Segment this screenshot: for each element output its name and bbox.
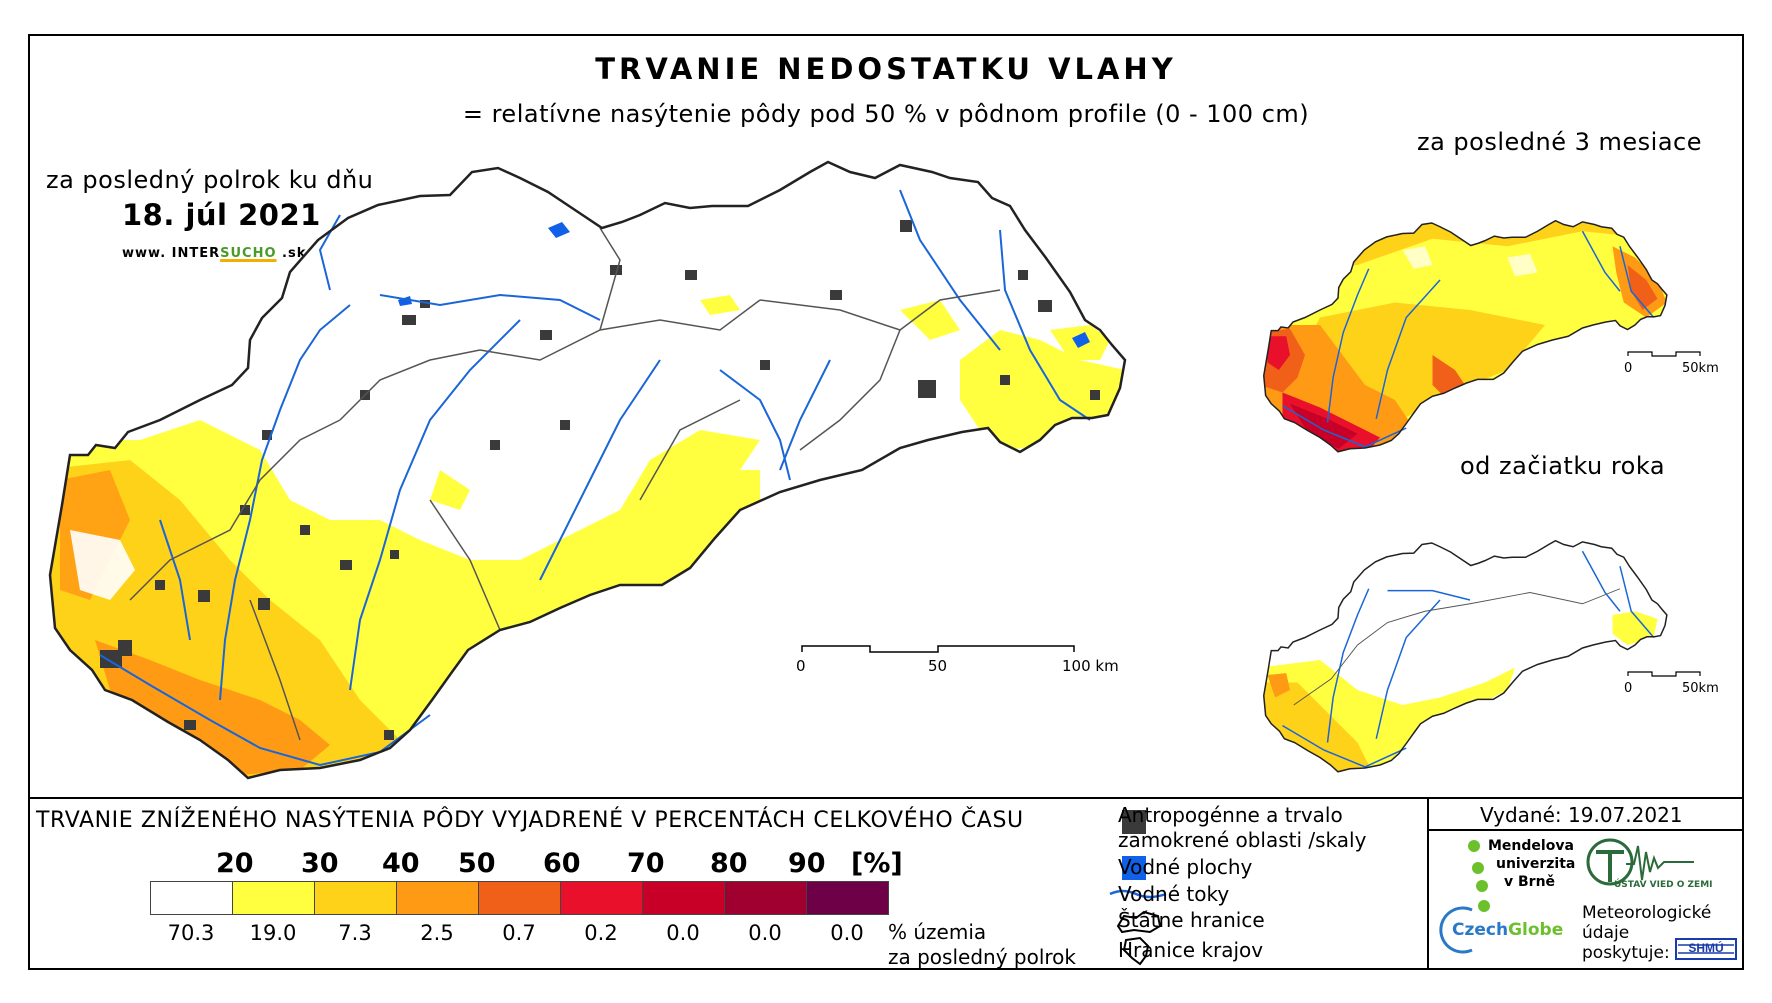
czechglobe-logo — [1439, 906, 1473, 954]
map-subtitle: = relatívne nasýtenie pôdy pod 50 % v pô… — [462, 100, 1310, 128]
legend-class-percent: 70.3 — [167, 921, 215, 945]
legend-tick: 90 — [788, 848, 826, 879]
legend-class-percent: 0.0 — [748, 921, 782, 945]
legend-symbol-rivers: Vodné toky — [1118, 882, 1230, 906]
svg-text:50km: 50km — [1682, 681, 1719, 696]
legend-color-class — [560, 881, 643, 915]
legend-color-class — [150, 881, 233, 915]
legend-symbol-urban: Antropogénne a trvalo zamokrené oblasti /… — [1118, 803, 1367, 852]
legend-tick: 70 — [627, 848, 665, 879]
legend-panel — [28, 797, 1744, 970]
dark-square-icon — [1122, 810, 1146, 834]
svg-text:100 km: 100 km — [1062, 657, 1119, 675]
inset-3-months-label: za posledné 3 mesiace — [1417, 128, 1703, 156]
shmu-logo: SHMÚ — [1675, 938, 1737, 960]
czechglobe-text: CzechGlobe — [1452, 920, 1564, 940]
legend-unit: % územia za posledný polrok — [888, 920, 1076, 969]
legend-color-class — [724, 881, 807, 915]
legend-tick: 50 — [458, 848, 496, 879]
inset-3-months-scale-bar: 0 50km — [1624, 351, 1719, 376]
legend-class-percent: 7.3 — [338, 921, 372, 945]
svg-text:0: 0 — [1624, 361, 1632, 376]
legend-class-percent: 19.0 — [249, 921, 297, 945]
map-title: TRVANIE NEDOSTATKU VLAHY — [595, 52, 1177, 86]
legend-class-percent: 0.2 — [584, 921, 618, 945]
main-map-period-label: za posledný polrok ku dňu — [46, 166, 374, 194]
legend-color-class — [232, 881, 315, 915]
legend-tick: 30 — [301, 848, 339, 879]
blue-square-icon — [1122, 856, 1146, 880]
legend-class-percent: 0.0 — [830, 921, 864, 945]
credits-divider — [1427, 797, 1429, 970]
shmu-text: SHMÚ — [1688, 940, 1723, 955]
intersucho-url: www. INTERSUCHO .sk — [122, 246, 307, 261]
state-border-icon — [1116, 910, 1162, 934]
legend-symbol-region-border: Hranice krajov — [1118, 938, 1264, 962]
main-map-date: 18. júl 2021 — [122, 198, 321, 232]
legend-tick: 80 — [710, 848, 748, 879]
mendel-text-2: univerzita — [1496, 856, 1576, 872]
legend-color-class — [396, 881, 479, 915]
inset-3-months-map — [1262, 219, 1668, 453]
uvgz-text: ÚSTAV VIED O ZEMI — [1614, 880, 1713, 890]
legend-tick: 40 — [382, 848, 420, 879]
inset-year-label: od začiatku roka — [1460, 452, 1666, 480]
legend-color-class — [642, 881, 725, 915]
main-scale-bar: 0 50 100 km — [796, 645, 1119, 675]
svg-text:50: 50 — [928, 657, 947, 675]
credits-divider-h — [1428, 829, 1744, 831]
legend-tick: 20 — [216, 848, 254, 879]
legend-class-percent: 0.7 — [502, 921, 536, 945]
inset-year-scale-bar: 0 50km — [1624, 671, 1719, 696]
legend-tick: 60 — [543, 848, 581, 879]
legend-symbol-state-border: Štátne hranice — [1118, 908, 1265, 932]
uvgz-logo — [1586, 838, 1694, 886]
svg-text:0: 0 — [1624, 681, 1632, 696]
mendel-text-1: Mendelova — [1488, 838, 1574, 854]
legend-color-class — [314, 881, 397, 915]
legend-tick: [%] — [851, 848, 903, 879]
issued-date: Vydané: 19.07.2021 — [1480, 803, 1683, 827]
inset-year-map — [1262, 539, 1668, 773]
legend-color-class — [478, 881, 561, 915]
svg-text:50km: 50km — [1682, 361, 1719, 376]
mendel-university-logo — [1468, 840, 1490, 912]
svg-text:0: 0 — [796, 657, 806, 675]
legend-class-percent: 2.5 — [420, 921, 454, 945]
legend-class-percent: 0.0 — [666, 921, 700, 945]
river-line-icon — [1109, 889, 1167, 899]
legend-symbol-water: Vodné plochy — [1118, 855, 1253, 879]
meteo-provider-text: Meteorologické údaje poskytuje: — [1582, 903, 1712, 963]
mendel-text-3: v Brně — [1504, 874, 1556, 890]
region-border-icon — [1122, 936, 1150, 966]
legend-color-class — [806, 881, 889, 915]
legend-title: TRVANIE ZNÍŽENÉHO NASÝTENIA PÔDY VYJADRE… — [36, 808, 1024, 833]
